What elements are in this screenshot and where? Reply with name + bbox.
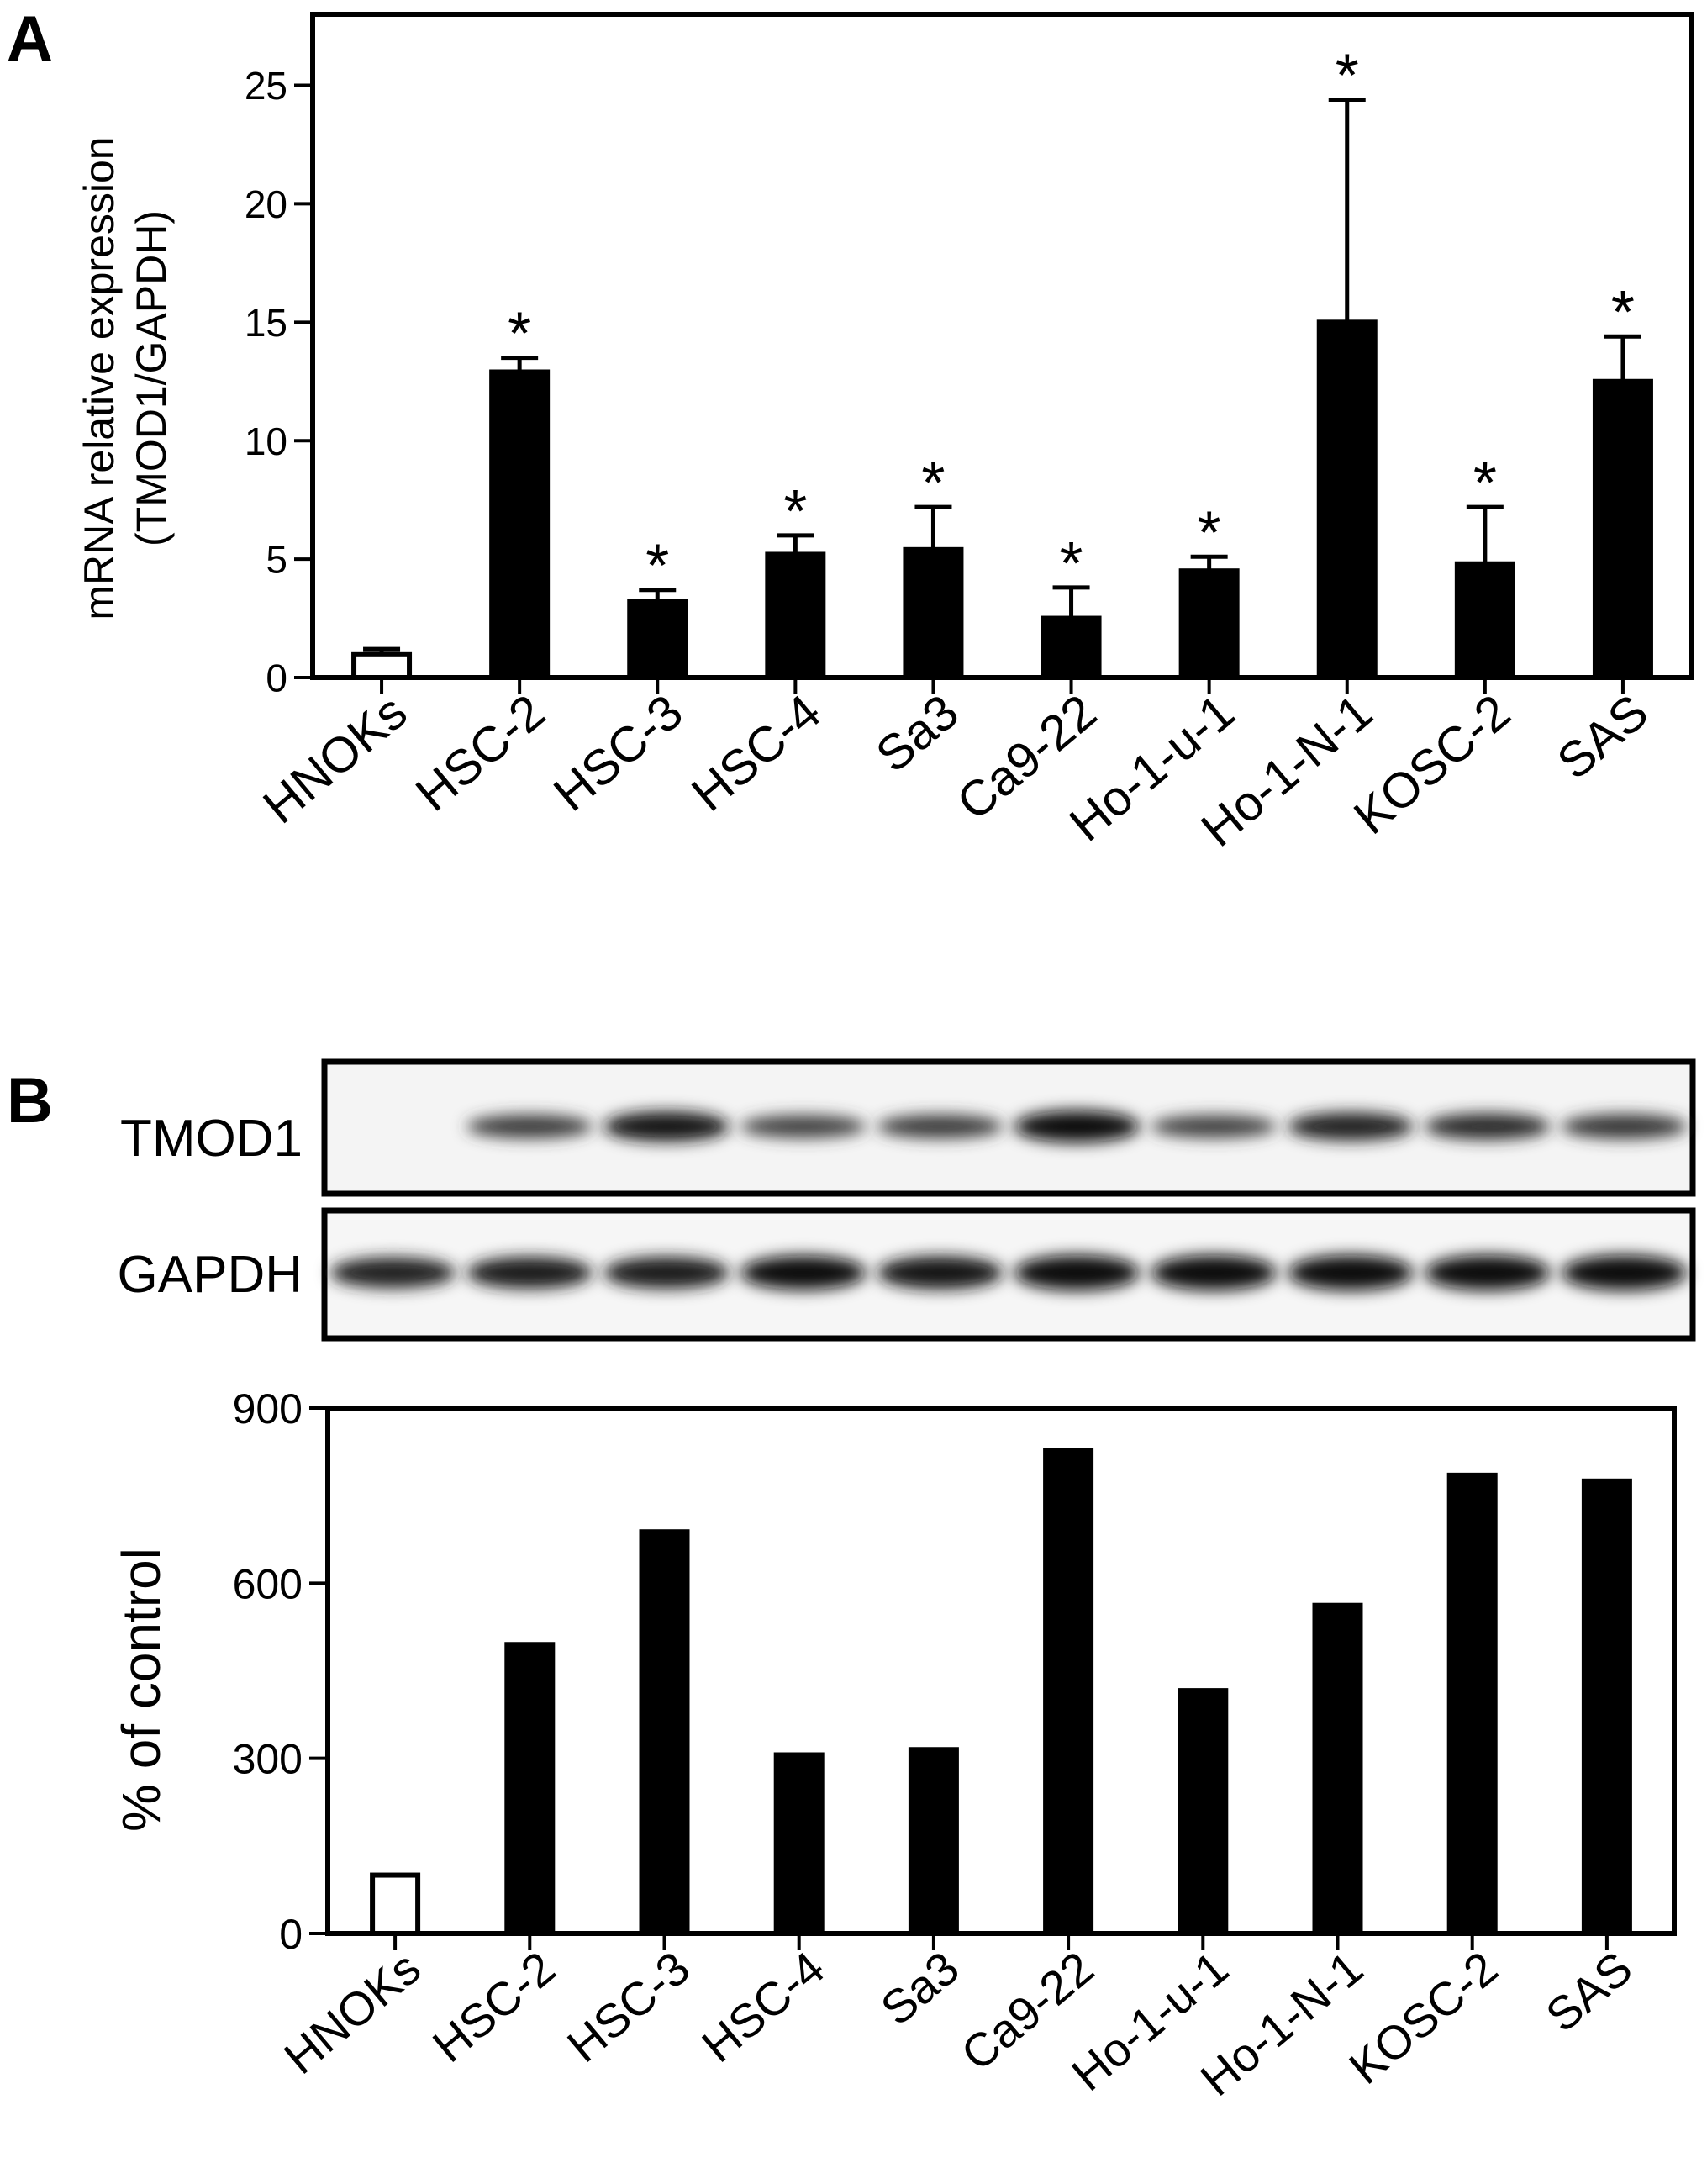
y-tick-label: 5	[266, 538, 287, 582]
bar-sa3	[908, 1747, 959, 1936]
y-tick-label: 0	[279, 1911, 303, 1958]
bar-hsc-3	[639, 1529, 690, 1936]
chart-b-frame	[325, 1406, 1677, 1936]
x-tick-label: Sa3	[866, 683, 969, 783]
chart-a-ylabel-line-2: (TMOD1/GAPDH)	[128, 210, 175, 546]
bar-ca9-22	[1043, 1448, 1094, 1936]
blot-band	[1288, 1112, 1414, 1141]
western-blot: TMOD1 GAPDH	[118, 1058, 1696, 1342]
blot-band	[1151, 1255, 1278, 1290]
blot-band	[877, 1256, 1004, 1290]
chart-a-bars	[351, 319, 1653, 681]
chart-a-ylabel: mRNA relative expression (TMOD1/GAPDH)	[76, 136, 175, 620]
bar-ca9-22	[1041, 615, 1102, 681]
blot-label-gapdh: GAPDH	[118, 1246, 303, 1304]
y-tick-label: 15	[245, 301, 287, 345]
bar-hnoks	[370, 1872, 421, 1937]
significance-star: *	[1611, 279, 1635, 346]
x-tick-label: HNOKs	[253, 683, 418, 834]
chart-b: % of control 0 300 600 900 HNOKsHSC-2HSC-3H…	[111, 1385, 1677, 2106]
x-tick-label: KOSC-2	[1339, 1941, 1507, 2094]
bar-ho-1-u-1	[1178, 1688, 1229, 1936]
blot-label-tmod1: TMOD1	[120, 1110, 303, 1168]
x-tick-label: HSC-2	[423, 1941, 565, 2072]
x-tick-label: Sa3	[871, 1941, 969, 2035]
blot-band	[1014, 1110, 1141, 1142]
bar-ho-1-n-1	[1316, 319, 1378, 680]
significance-star: *	[783, 478, 807, 546]
blot-band	[877, 1114, 1004, 1139]
bar-hsc-2	[504, 1642, 556, 1936]
blot-band	[1151, 1115, 1278, 1138]
blot-band	[740, 1115, 867, 1138]
blot-bands-gapdh	[329, 1255, 1688, 1290]
blot-band	[603, 1256, 730, 1290]
significance-star: *	[1198, 499, 1221, 567]
significance-star: *	[508, 301, 531, 368]
bar-sas	[1581, 1478, 1632, 1936]
y-tick-label: 25	[245, 64, 287, 108]
bar-ho-1-n-1	[1312, 1602, 1363, 1936]
x-tick-label: SAS	[1536, 1941, 1641, 2042]
significance-star: *	[1473, 450, 1497, 517]
chart-b-ylabel: % of control	[111, 1548, 171, 1832]
blot-band	[1014, 1255, 1141, 1290]
chart-a-error-bars	[363, 97, 1641, 654]
blot-band	[1424, 1255, 1551, 1290]
chart-a: mRNA relative expression (TMOD1/GAPDH) *…	[76, 12, 1694, 857]
chart-a-frame	[310, 12, 1694, 680]
x-tick-label: HSC-2	[405, 683, 555, 821]
blot-band	[329, 1257, 456, 1289]
bar-kosc-2	[1446, 1472, 1498, 1936]
chart-a-y-axis: 0 5 10 15 20 25	[245, 64, 313, 700]
blot-band	[466, 1114, 593, 1139]
bar-hsc-2	[489, 369, 551, 680]
blot-band	[1424, 1113, 1551, 1140]
bar-sa3	[903, 546, 964, 680]
blot-band	[603, 1111, 730, 1142]
chart-a-significance: * * * * * * * * *	[508, 42, 1635, 599]
significance-star: *	[1336, 42, 1359, 109]
chart-a-ylabel-line-1: mRNA relative expression	[76, 136, 123, 620]
blot-bands-tmod1	[466, 1110, 1688, 1142]
x-tick-label: HSC-3	[557, 1941, 699, 2072]
blot-band	[466, 1256, 593, 1290]
bar-hsc-4	[765, 551, 826, 680]
blot-band	[740, 1255, 867, 1290]
bar-hsc-4	[773, 1752, 825, 1936]
x-tick-label: HSC-3	[544, 683, 693, 821]
x-tick-label: HNOKs	[274, 1941, 430, 2084]
bar-kosc-2	[1454, 561, 1515, 680]
panel-b-letter: B	[7, 1065, 53, 1137]
y-tick-label: 0	[266, 657, 287, 700]
x-tick-label: KOSC-2	[1344, 683, 1521, 845]
bar-sas	[1592, 378, 1653, 680]
y-tick-label: 20	[245, 182, 287, 226]
x-tick-label: HSC-4	[682, 683, 831, 821]
significance-star: *	[645, 533, 669, 600]
y-tick-label: 300	[233, 1736, 303, 1783]
x-tick-label: SAS	[1546, 683, 1658, 789]
blot-band	[1288, 1255, 1414, 1290]
blot-band	[1561, 1255, 1688, 1290]
bar-hnoks	[351, 651, 413, 680]
chart-b-bars	[370, 1448, 1632, 1937]
blot-band	[1561, 1114, 1688, 1139]
significance-star: *	[921, 450, 945, 517]
y-tick-label: 10	[245, 419, 287, 463]
bar-ho-1-u-1	[1178, 568, 1240, 680]
x-tick-label: HSC-4	[692, 1941, 834, 2072]
significance-star: *	[1060, 530, 1083, 598]
y-tick-label: 900	[233, 1385, 303, 1432]
bar-hsc-3	[627, 599, 688, 680]
y-tick-label: 600	[233, 1560, 303, 1607]
panel-a-letter: A	[7, 3, 53, 75]
chart-b-y-axis: 0 300 600 900	[233, 1385, 328, 1958]
